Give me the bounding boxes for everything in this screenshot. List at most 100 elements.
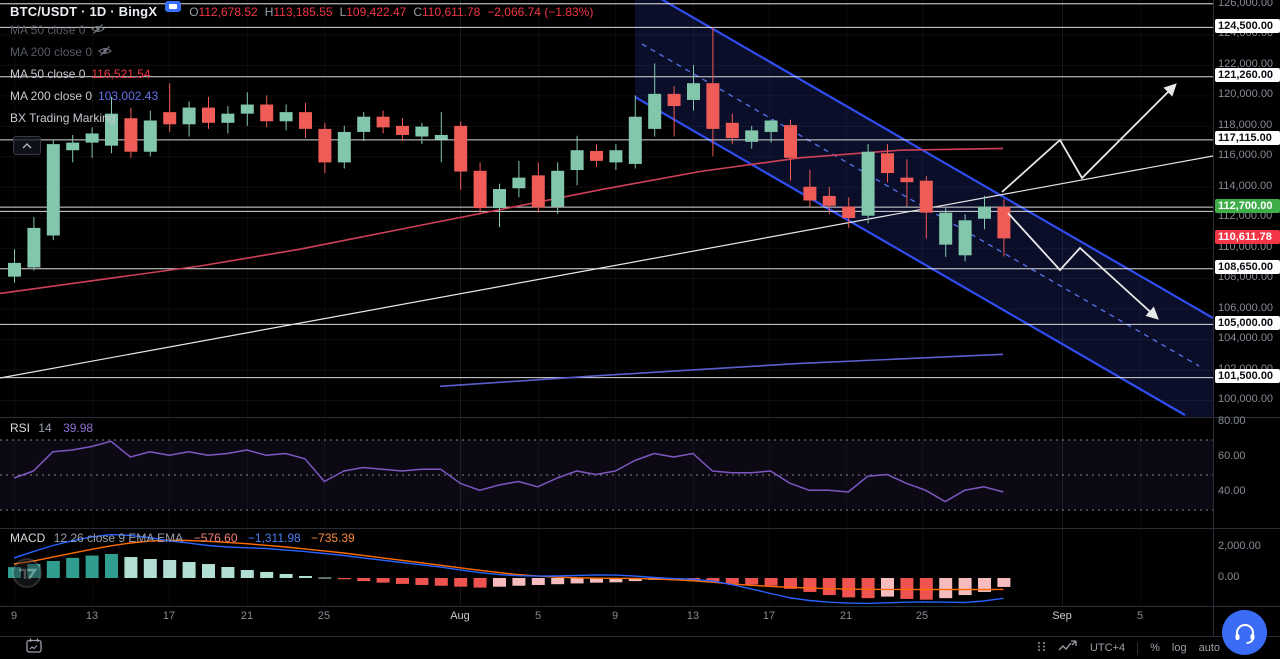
indicator-row-ma50[interactable]: MA 50 close 0 116,521.54 [10,63,593,85]
rsi-name: RSI [10,421,31,435]
toolbar-divider [1137,641,1139,655]
ma50-value: 116,521.54 [91,67,151,81]
level-price-label: 124,500.00 [1215,18,1280,33]
time-tick: 25 [317,610,331,622]
macd-pane [8,533,1011,605]
chart-header: BTC/USDT · 1D · BingX O112,678.52 H113,1… [10,1,594,129]
macd-line-value: −1,311.98 [247,531,301,545]
auto-scale-button[interactable]: auto [1198,642,1220,654]
chart-style-icon[interactable] [1058,640,1078,656]
eye-slash-icon[interactable] [91,23,106,38]
price-tick: 106,000.00 [1218,301,1274,314]
rsi-value: 39.98 [63,421,94,435]
time-tick: 13 [686,610,700,622]
support-chat-button[interactable] [1222,610,1267,655]
indicator-label: MA 50 close 0 [10,23,86,37]
price-tick: 122,000.00 [1218,57,1274,70]
time-tick: 9 [611,610,619,622]
indicator-row-ma200[interactable]: MA 200 close 0 103,002.43 [10,85,593,107]
bearish-scenario-arrow[interactable] [1007,212,1159,320]
exchange-badge-icon [165,1,182,12]
ascending-trendline[interactable] [0,155,1213,379]
time-tick: 25 [915,610,929,622]
time-tick: 13 [85,610,99,622]
symbol-title[interactable]: BTC/USDT · 1D · BingX [10,4,158,19]
macd-tick: 0.00 [1218,571,1240,583]
time-tick: 17 [762,610,776,622]
indicator-row-ma50-hidden[interactable]: MA 50 close 0 [10,19,593,41]
legend-collapse-button[interactable] [13,136,41,155]
last-price-label: 110,611.78 [1215,230,1280,245]
price-tick: 104,000.00 [1218,332,1274,345]
bullish-scenario-arrow[interactable] [1001,83,1177,193]
headset-icon [1235,623,1254,644]
time-axis[interactable]: 9 13 17 21 25 Aug 5 9 13 17 21 25 Sep 5 [0,608,1213,626]
horizontal-level-lines[interactable] [0,3,1213,379]
level-price-label: 117,115.00 [1215,131,1280,146]
candles-layer [8,26,1011,283]
macd-signal-line [13,539,1004,591]
tradingview-watermark-icon [10,556,44,595]
rsi-tick: 40.00 [1218,485,1246,497]
macd-name: MACD [10,531,46,545]
chevron-up-icon [22,142,32,148]
price-tick: 114,000.00 [1218,179,1273,192]
eye-slash-icon[interactable] [98,45,112,60]
indicator-label: MA 200 close 0 [10,89,93,103]
time-tick: 21 [839,610,853,622]
level-price-label: 121,260.00 [1215,68,1280,83]
indicator-row-ma200-hidden[interactable]: MA 200 close 0 [10,41,593,63]
indicator-label: MA 200 close 0 [10,45,93,59]
rsi-line [13,440,1004,503]
indicator-row-bx-trading-marking[interactable]: BX Trading Marking [10,107,593,129]
time-tick: 9 [10,610,18,622]
macd-signal-value: −735.39 [311,531,355,545]
high-value: 113,185.55 [273,4,333,19]
macd-params: 12 26 close 9 EMA EMA [53,531,183,545]
ohlc-readout: O112,678.52 H113,185.55 L109,422.47 C110… [189,4,594,19]
rsi-tick: 80.00 [1218,415,1246,427]
drag-handle-icon[interactable] [1037,641,1046,655]
rsi-pane [0,439,1213,511]
macd-hist-value: −576.60 [193,531,238,545]
ma200-value: 103,002.43 [98,89,159,103]
low-value: 109,422.47 [346,4,407,19]
price-axis[interactable]: 126,000.00 124,000.00 122,000.00 120,000.00… [1214,0,1280,637]
alert-price-label: 112,700.00 [1215,198,1280,213]
time-tick: Sep [1052,610,1072,622]
price-tick: 118,000.00 [1218,118,1273,131]
log-scale-button[interactable]: log [1171,642,1187,654]
indicator-label: BX Trading Marking [10,111,116,125]
ma200-line [439,353,1004,388]
price-tick: 108,000.00 [1218,271,1274,284]
level-price-label: 108,650.00 [1215,260,1280,275]
macd-tick: 2,000.00 [1218,540,1261,552]
calendar-icon[interactable] [26,638,42,658]
price-tick: 126,000.00 [1218,0,1274,9]
price-tick: 112,000.00 [1218,210,1273,223]
level-price-label: 105,000.00 [1215,315,1280,330]
percent-scale-button[interactable]: % [1150,642,1160,654]
time-tick: 5 [534,610,542,622]
time-tick: 5 [1136,610,1144,622]
rsi-pane-label[interactable]: RSI 14 39.98 [10,421,93,435]
macd-line [13,533,1004,605]
indicator-label: MA 50 close 0 [10,67,86,81]
price-tick: 100,000.00 [1218,393,1274,405]
time-tick: 21 [240,610,254,622]
bottom-toolbar: UTC+4 % log auto [0,637,1280,659]
change-value: −2,066.74 (−1.83%) [487,4,594,19]
macd-pane-label[interactable]: MACD 12 26 close 9 EMA EMA −576.60 −1,31… [10,531,355,545]
close-value: 110,611.78 [421,4,481,19]
level-price-label: 101,500.00 [1215,369,1280,384]
timezone-button[interactable]: UTC+4 [1089,642,1126,654]
rsi-tick: 60.00 [1218,450,1246,462]
price-tick: 116,000.00 [1218,149,1273,162]
time-tick: 17 [162,610,176,622]
open-value: 112,678.52 [198,4,258,19]
horizontal-gridlines [0,4,1213,401]
price-tick: 120,000.00 [1218,88,1274,101]
rsi-params: 14 [38,421,52,435]
